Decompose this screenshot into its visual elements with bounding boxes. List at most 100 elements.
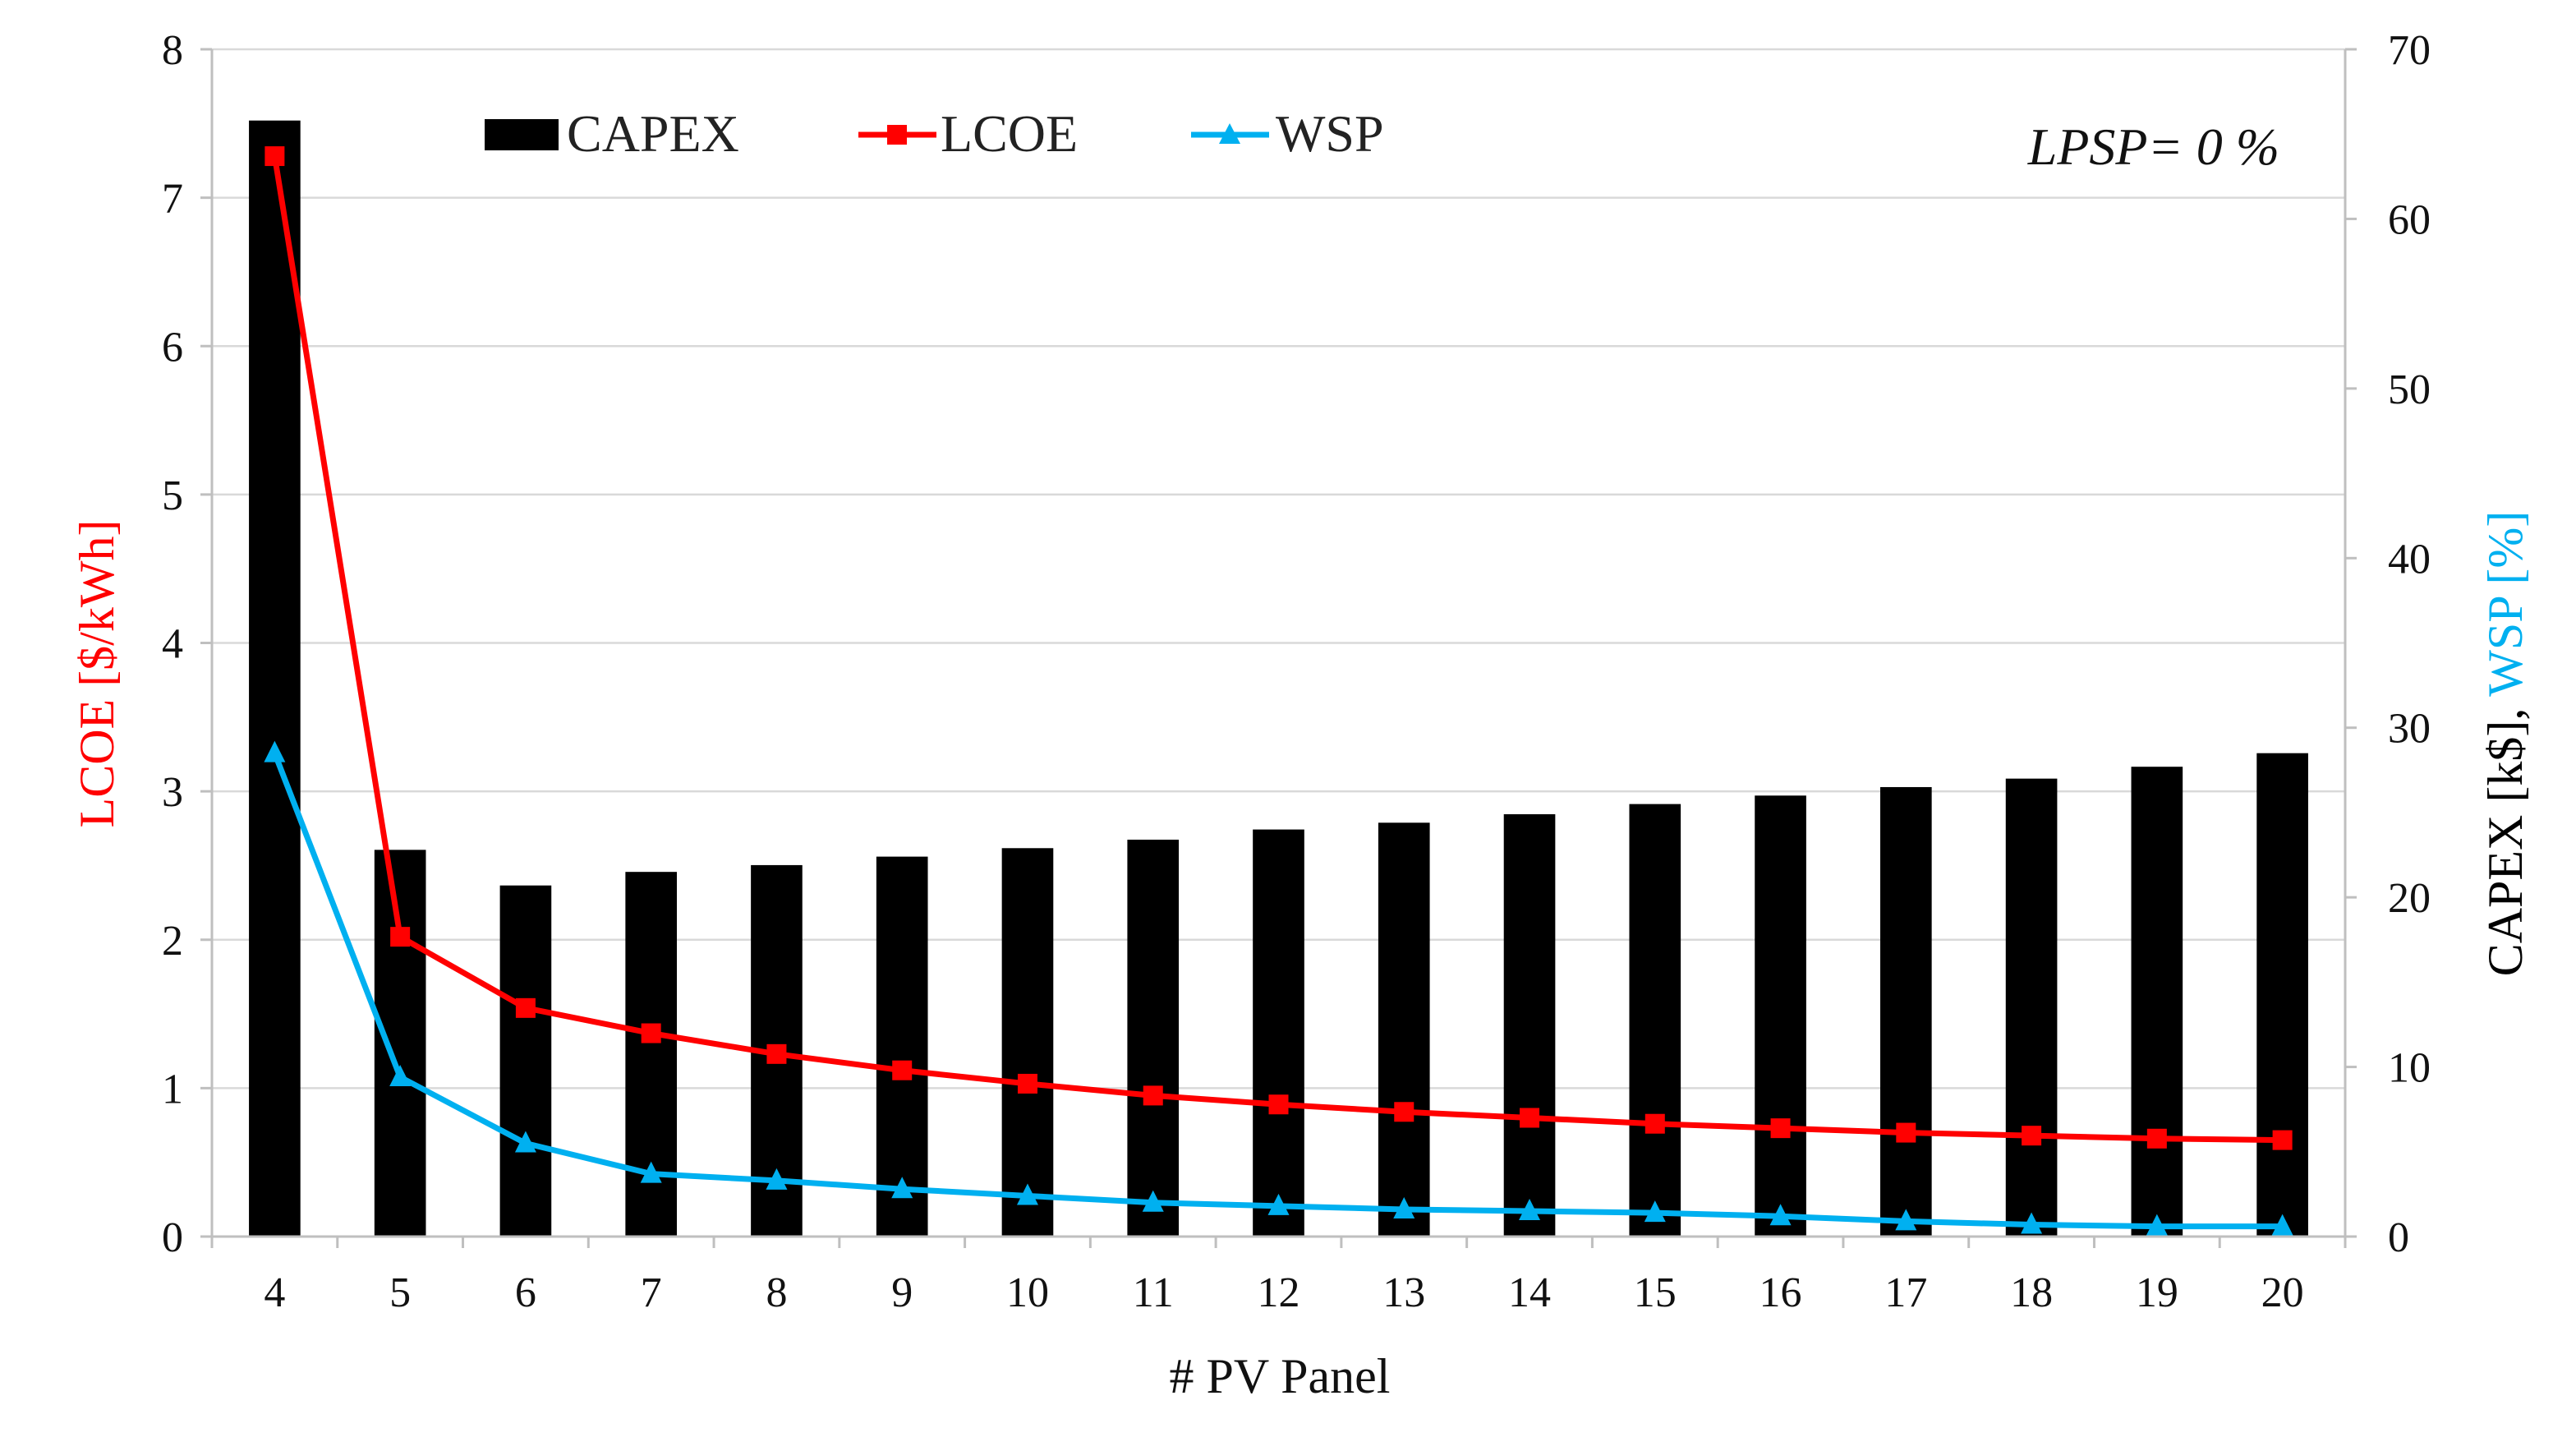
x-tick-label: 14 xyxy=(1508,1269,1551,1316)
legend-capex-label: CAPEX xyxy=(567,104,739,163)
x-tick-label: 15 xyxy=(1634,1269,1677,1316)
y-left-tick-label: 5 xyxy=(162,472,183,519)
gridlines xyxy=(212,48,2345,1089)
y-left-tick-label: 2 xyxy=(162,918,183,965)
x-tick-label: 6 xyxy=(515,1269,536,1316)
capex-bar-6 xyxy=(499,885,552,1237)
y-right-tick-label: 20 xyxy=(2388,875,2431,922)
legend-wsp-label: WSP xyxy=(1276,104,1384,163)
wsp-point-5 xyxy=(389,1064,412,1086)
legend-lcoe-label: LCOE xyxy=(941,104,1078,163)
wsp-point-7 xyxy=(640,1161,662,1183)
legend-capex-swatch xyxy=(485,119,559,150)
y-right-tick-label: 40 xyxy=(2388,536,2431,583)
lcoe-point-20 xyxy=(2272,1130,2293,1150)
lcoe-point-9 xyxy=(892,1060,913,1080)
y-axis-right-title: CAPEX [k$], WSP [%] xyxy=(2478,511,2532,977)
wsp-point-15 xyxy=(1644,1200,1666,1223)
wsp-point-13 xyxy=(1393,1196,1415,1218)
x-tick-label: 12 xyxy=(1258,1269,1300,1316)
y-axis-left-title: LCOE [$/kWh] xyxy=(70,520,124,828)
y-left-tick-label: 8 xyxy=(162,27,183,74)
lpsp-annotation: LPSP= 0 % xyxy=(2027,117,2279,176)
y-axis-right-title-wsp: WSP [%] xyxy=(2478,511,2532,697)
wsp-point-19 xyxy=(2146,1214,2168,1236)
x-tick-label: 16 xyxy=(1760,1269,1802,1316)
lcoe-point-5 xyxy=(390,927,411,947)
lcoe-point-6 xyxy=(515,997,536,1018)
capex-bar-16 xyxy=(1755,795,1806,1237)
y-right-tick-label: 60 xyxy=(2388,196,2431,243)
x-tick-label: 5 xyxy=(389,1269,411,1316)
capex-bar-12 xyxy=(1253,829,1304,1237)
capex-bar-20 xyxy=(2256,753,2308,1237)
wsp-point-11 xyxy=(1142,1190,1164,1212)
x-tick-label: 11 xyxy=(1133,1269,1174,1316)
y-right-tick-label: 50 xyxy=(2388,366,2431,413)
x-tick-label: 9 xyxy=(891,1269,913,1316)
lcoe-point-10 xyxy=(1017,1073,1037,1094)
y-left-tick-label: 3 xyxy=(162,769,183,816)
x-tick-label: 8 xyxy=(766,1269,787,1316)
lcoe-point-18 xyxy=(2022,1126,2042,1146)
wsp-point-9 xyxy=(891,1177,913,1199)
legend: CAPEX LCOE WSP xyxy=(485,104,1384,163)
lcoe-point-11 xyxy=(1143,1085,1163,1106)
wsp-point-10 xyxy=(1016,1183,1038,1205)
x-tick-label: 17 xyxy=(1884,1269,1927,1316)
x-tick-label: 19 xyxy=(2136,1269,2178,1316)
series-lines xyxy=(264,146,2293,1236)
wsp-point-17 xyxy=(1895,1209,1917,1231)
capex-bar-17 xyxy=(1880,786,1932,1237)
axes xyxy=(200,48,2357,1248)
wsp-point-12 xyxy=(1267,1193,1290,1215)
wsp-point-20 xyxy=(2271,1214,2293,1236)
wsp-point-18 xyxy=(2021,1212,2043,1234)
capex-bar-19 xyxy=(2131,767,2183,1237)
capex-bar-4 xyxy=(249,120,301,1237)
x-tick-label: 10 xyxy=(1006,1269,1049,1316)
y-left-tick-label: 6 xyxy=(162,324,183,371)
y-right-tick-label: 10 xyxy=(2388,1045,2431,1092)
wsp-point-8 xyxy=(766,1168,788,1190)
capex-bar-18 xyxy=(2005,778,2058,1237)
lcoe-point-14 xyxy=(1520,1108,1540,1128)
x-tick-label: 4 xyxy=(264,1269,285,1316)
y-right-tick-label: 30 xyxy=(2388,706,2431,753)
y-left-tick-label: 1 xyxy=(162,1066,183,1112)
y-left-tick-label: 7 xyxy=(162,176,183,223)
capex-bar-15 xyxy=(1629,804,1681,1237)
wsp-point-4 xyxy=(264,740,286,762)
x-axis-title: # PV Panel xyxy=(1170,1349,1391,1403)
capex-bar-10 xyxy=(1001,848,1054,1237)
y-left-tick-label: 0 xyxy=(162,1214,183,1261)
lcoe-point-7 xyxy=(641,1023,661,1043)
x-tick-label: 20 xyxy=(2261,1269,2304,1316)
legend-lcoe-marker xyxy=(887,125,907,145)
x-tick-label: 7 xyxy=(641,1269,662,1316)
capex-bar-14 xyxy=(1503,813,1556,1237)
lcoe-point-16 xyxy=(1770,1118,1791,1139)
capex-bar-5 xyxy=(374,850,426,1237)
y-right-tick-label: 0 xyxy=(2388,1214,2409,1261)
x-tick-label: 18 xyxy=(2010,1269,2053,1316)
capex-bar-9 xyxy=(876,856,928,1237)
x-tick-label: 13 xyxy=(1382,1269,1425,1316)
wsp-point-6 xyxy=(514,1131,536,1153)
lcoe-point-4 xyxy=(264,146,285,167)
lcoe-point-13 xyxy=(1394,1102,1414,1122)
capex-bar-13 xyxy=(1378,822,1430,1237)
wsp-point-14 xyxy=(1519,1199,1541,1221)
lcoe-point-19 xyxy=(2146,1128,2167,1149)
lcoe-point-17 xyxy=(1896,1122,1916,1143)
y-axis-right-title-capex: CAPEX [k$], xyxy=(2478,697,2532,977)
y-right-tick-label: 70 xyxy=(2388,27,2431,74)
lcoe-point-15 xyxy=(1644,1113,1665,1134)
lcoe-point-12 xyxy=(1268,1094,1289,1115)
lcoe-point-8 xyxy=(766,1043,787,1064)
y-left-tick-label: 4 xyxy=(162,621,183,668)
capex-bar-11 xyxy=(1127,839,1180,1237)
